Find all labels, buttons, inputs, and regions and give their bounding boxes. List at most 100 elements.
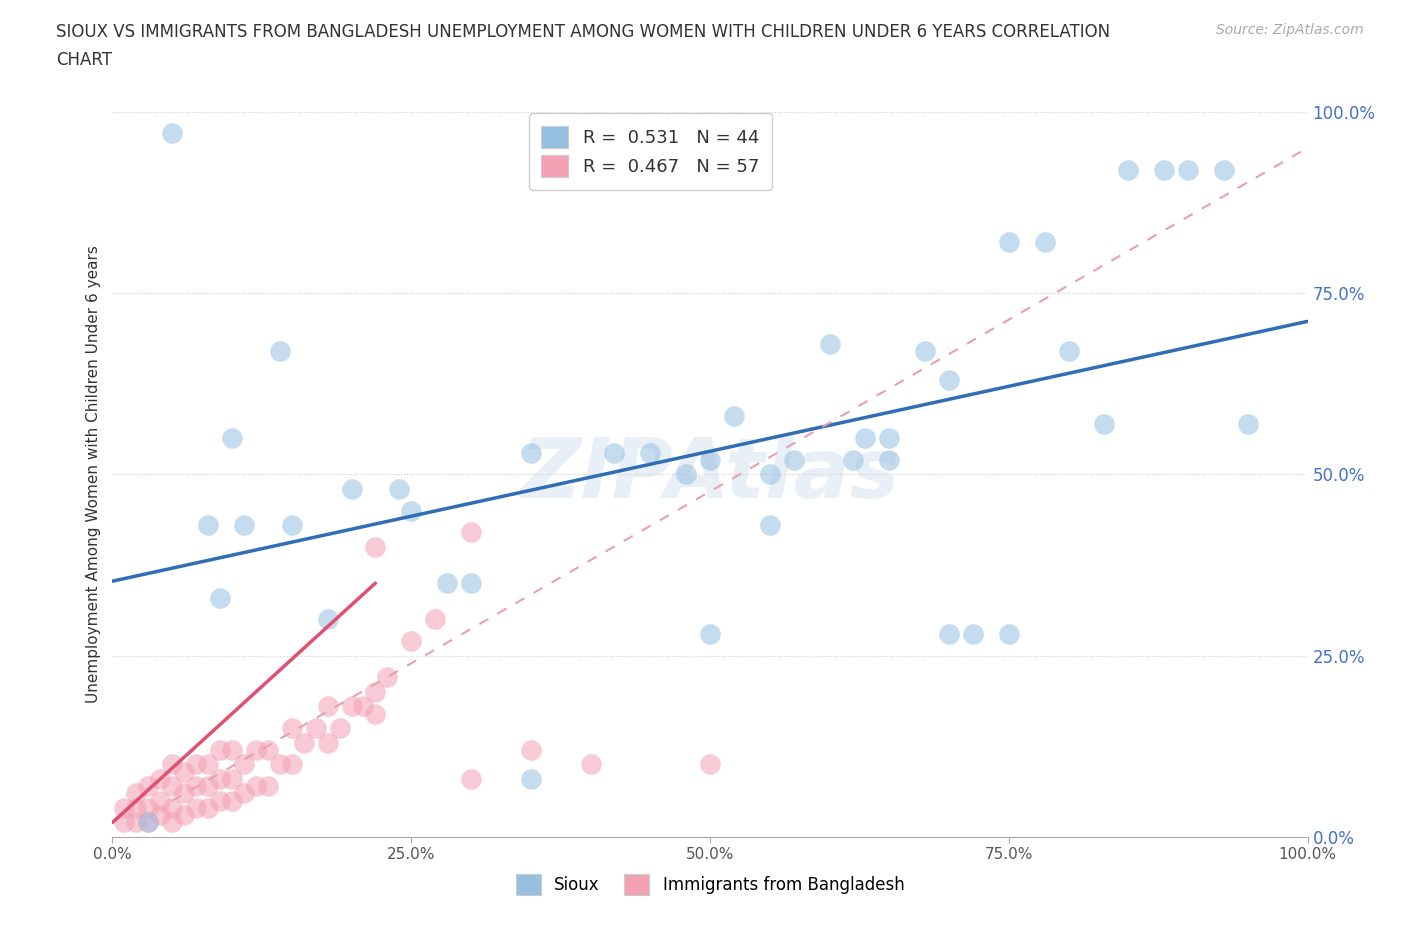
Point [269, 343, 291, 358]
Point [138, 815, 160, 830]
Point [998, 627, 1021, 642]
Point [114, 815, 135, 830]
Point [245, 742, 267, 757]
Point [460, 772, 482, 787]
Point [209, 772, 232, 787]
Point [699, 452, 721, 467]
Point [281, 518, 304, 533]
Point [292, 736, 315, 751]
Point [1094, 416, 1116, 431]
Point [520, 772, 543, 787]
Point [281, 721, 304, 736]
Point [842, 452, 865, 467]
Point [186, 757, 208, 772]
Point [1213, 162, 1236, 177]
Point [209, 591, 232, 605]
Point [162, 126, 183, 140]
Point [364, 684, 387, 699]
Point [818, 337, 841, 352]
Point [1033, 234, 1056, 249]
Point [401, 633, 423, 648]
Point [221, 772, 243, 787]
Point [316, 699, 339, 714]
Point [316, 736, 339, 751]
Point [759, 518, 782, 533]
Point [186, 801, 208, 816]
Point [759, 467, 782, 482]
Point [914, 343, 936, 358]
Point [855, 431, 877, 445]
Point [699, 627, 721, 642]
Point [377, 670, 399, 684]
Point [460, 525, 482, 539]
Point [1237, 416, 1260, 431]
Point [520, 445, 543, 460]
Point [938, 373, 960, 388]
Point [197, 801, 219, 816]
Text: CHART: CHART [56, 51, 112, 69]
Point [329, 721, 352, 736]
Point [186, 778, 208, 793]
Point [460, 576, 482, 591]
Point [209, 793, 232, 808]
Point [209, 742, 232, 757]
Point [197, 518, 219, 533]
Point [149, 808, 172, 823]
Point [675, 467, 697, 482]
Point [221, 431, 243, 445]
Point [364, 706, 387, 721]
Point [138, 801, 160, 816]
Point [257, 742, 280, 757]
Point [388, 482, 411, 497]
Point [221, 742, 243, 757]
Point [138, 778, 160, 793]
Point [364, 539, 387, 554]
Point [520, 742, 543, 757]
Point [782, 452, 804, 467]
Point [340, 482, 363, 497]
Point [149, 793, 172, 808]
Point [305, 721, 328, 736]
Point [281, 757, 304, 772]
Point [1057, 343, 1080, 358]
Point [1153, 162, 1175, 177]
Point [162, 757, 183, 772]
Point [257, 778, 280, 793]
Point [114, 801, 135, 816]
Point [245, 778, 267, 793]
Point [699, 757, 721, 772]
Point [879, 452, 901, 467]
Point [125, 815, 148, 830]
Point [149, 772, 172, 787]
Point [425, 612, 447, 627]
Point [316, 612, 339, 627]
Point [197, 778, 219, 793]
Point [221, 793, 243, 808]
Point [233, 518, 256, 533]
Point [603, 445, 626, 460]
Point [640, 445, 662, 460]
Text: Source: ZipAtlas.com: Source: ZipAtlas.com [1216, 23, 1364, 37]
Point [138, 815, 160, 830]
Point [173, 808, 195, 823]
Point [173, 764, 195, 779]
Point [352, 699, 374, 714]
Point [998, 234, 1021, 249]
Point [879, 431, 901, 445]
Point [233, 757, 256, 772]
Point [340, 699, 363, 714]
Point [579, 757, 602, 772]
Point [162, 815, 183, 830]
Point [162, 801, 183, 816]
Point [436, 576, 458, 591]
Text: ZIPAtlas: ZIPAtlas [520, 433, 900, 515]
Legend: Sioux, Immigrants from Bangladesh: Sioux, Immigrants from Bangladesh [509, 868, 911, 901]
Point [173, 786, 195, 801]
Point [938, 627, 960, 642]
Point [1118, 162, 1140, 177]
Point [723, 409, 745, 424]
Point [162, 778, 183, 793]
Y-axis label: Unemployment Among Women with Children Under 6 years: Unemployment Among Women with Children U… [86, 246, 101, 703]
Point [125, 786, 148, 801]
Point [125, 801, 148, 816]
